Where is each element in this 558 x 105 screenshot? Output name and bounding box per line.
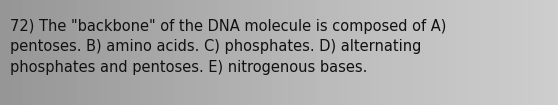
Text: 72) The "backbone" of the DNA molecule is composed of A)
pentoses. B) amino acid: 72) The "backbone" of the DNA molecule i…	[10, 19, 446, 75]
